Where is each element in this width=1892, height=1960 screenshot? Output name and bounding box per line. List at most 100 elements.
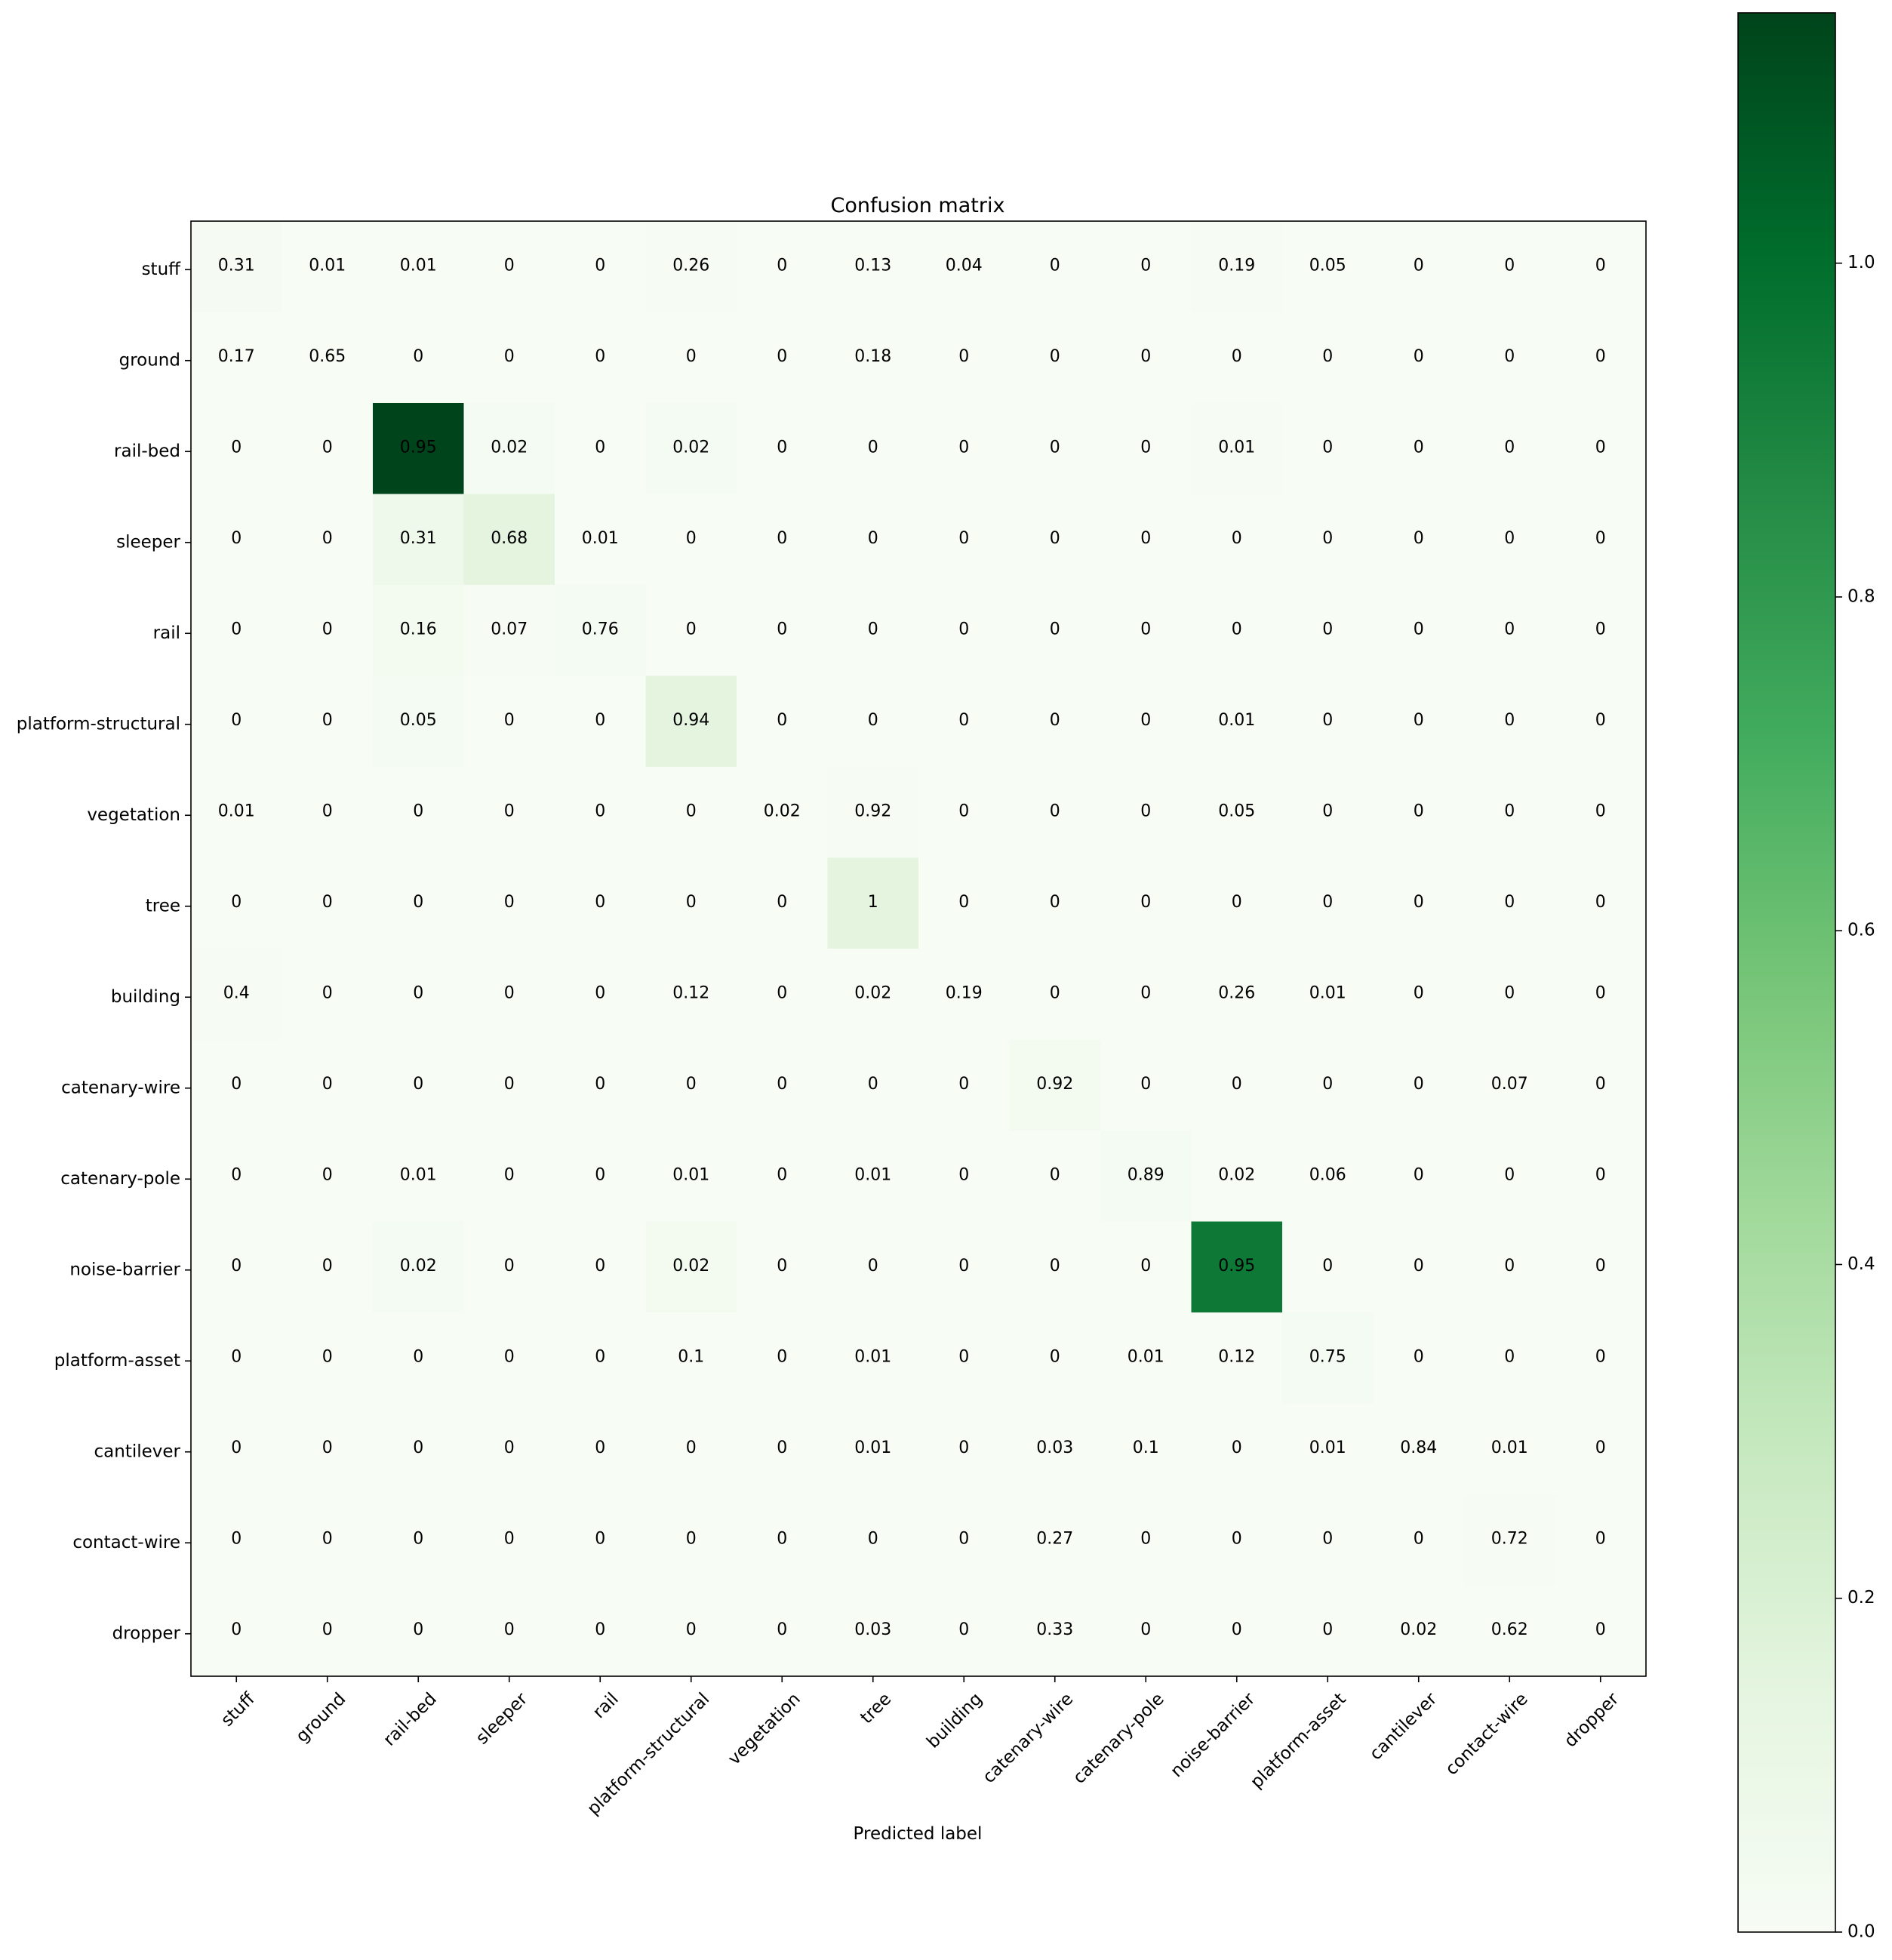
cell-value-label: 0 bbox=[958, 1257, 969, 1275]
heatmap-cell bbox=[1464, 1494, 1555, 1586]
y-tick-labels: stuff ground rail-bed sleeper rail platform-s… bbox=[17, 260, 191, 1643]
cell-value-label: 0 bbox=[1232, 1075, 1242, 1094]
cell-value-label: 0 bbox=[413, 1075, 423, 1094]
heatmap-cell bbox=[1282, 1221, 1374, 1313]
colorbar-tick-label: 0.4 bbox=[1847, 1254, 1875, 1274]
cell-value-label: 0.19 bbox=[1218, 256, 1255, 275]
cell-value-label: 0 bbox=[1504, 711, 1515, 730]
heatmap-cell bbox=[281, 767, 374, 858]
heatmap-cell bbox=[1009, 857, 1101, 949]
cell-value-label: 0 bbox=[504, 1165, 515, 1184]
heatmap-cell bbox=[827, 585, 919, 676]
heatmap-cell bbox=[1555, 949, 1647, 1040]
heatmap-cell bbox=[281, 1131, 374, 1222]
cell-value-label: 0 bbox=[1322, 620, 1333, 638]
cell-value-label: 0 bbox=[1595, 983, 1606, 1002]
cell-value-label: 0 bbox=[686, 1529, 697, 1548]
y-tick-label: dropper bbox=[112, 1623, 181, 1643]
heatmap-cell bbox=[463, 403, 555, 494]
y-tick-label: platform-asset bbox=[54, 1351, 180, 1371]
cell-value-label: 0.65 bbox=[309, 347, 346, 366]
cell-value-label: 0 bbox=[1504, 802, 1515, 820]
colorbar-tick-label: 0.0 bbox=[1847, 1922, 1875, 1942]
heatmap-cell bbox=[281, 312, 374, 404]
cell-value-label: 0 bbox=[1140, 1620, 1151, 1639]
heatmap-cell bbox=[645, 1131, 737, 1222]
cell-value-label: 0 bbox=[413, 1529, 423, 1548]
cell-value-label: 0 bbox=[1595, 1438, 1606, 1457]
heatmap-cell bbox=[645, 403, 737, 494]
heatmap-cell bbox=[737, 585, 828, 676]
cell-value-label: 0 bbox=[1595, 802, 1606, 820]
cell-value-label: 0 bbox=[686, 347, 697, 366]
cell-value-label: 0.01 bbox=[672, 1165, 709, 1184]
cell-value-label: 0 bbox=[504, 1257, 515, 1275]
cell-value-label: 0 bbox=[322, 711, 333, 730]
cell-value-label: 0 bbox=[1050, 256, 1060, 275]
heatmap-cell bbox=[191, 494, 282, 586]
cell-value-label: 0.12 bbox=[1218, 1347, 1255, 1366]
heatmap-cell bbox=[1373, 1131, 1465, 1222]
cell-value-label: 0 bbox=[1322, 893, 1333, 912]
heatmap-cell bbox=[1464, 1131, 1555, 1222]
heatmap-cell bbox=[281, 1039, 374, 1131]
heatmap-cell bbox=[281, 949, 374, 1040]
cell-value-label: 0 bbox=[1050, 438, 1060, 457]
cell-value-label: 0 bbox=[1050, 802, 1060, 820]
heatmap-cell bbox=[1191, 857, 1283, 949]
cell-value-label: 0.84 bbox=[1400, 1438, 1437, 1457]
heatmap-cell bbox=[1009, 312, 1101, 404]
cell-value-label: 0 bbox=[595, 1438, 605, 1457]
heatmap-cell bbox=[191, 1403, 282, 1495]
cell-value-label: 0.95 bbox=[1218, 1257, 1255, 1275]
cell-value-label: 0 bbox=[777, 620, 787, 638]
cell-value-label: 0 bbox=[1595, 1620, 1606, 1639]
cell-value-label: 0.02 bbox=[1218, 1165, 1255, 1184]
cell-value-label: 0 bbox=[1504, 1257, 1515, 1275]
y-tick-label: stuff bbox=[142, 260, 182, 279]
heatmap-cell bbox=[281, 857, 374, 949]
heatmap-cell bbox=[918, 585, 1010, 676]
cell-value-label: 0.31 bbox=[218, 256, 255, 275]
heatmap-cell bbox=[737, 403, 828, 494]
cell-value-label: 0 bbox=[1050, 983, 1060, 1002]
heatmap-cell bbox=[1282, 1585, 1374, 1677]
heatmap-cell bbox=[1282, 312, 1374, 404]
heatmap-cell bbox=[918, 949, 1010, 1040]
heatmap-cell bbox=[463, 1312, 555, 1404]
heatmap-cell bbox=[463, 494, 555, 586]
heatmap-cell bbox=[1191, 1585, 1283, 1677]
x-tick-label: catenary-wire bbox=[979, 1689, 1077, 1787]
cell-value-label: 0 bbox=[958, 1438, 969, 1457]
heatmap-cell bbox=[555, 312, 646, 404]
cell-value-label: 0 bbox=[958, 1529, 969, 1548]
heatmap-cell bbox=[1555, 1585, 1647, 1677]
cell-value-label: 0 bbox=[504, 802, 515, 820]
heatmap-cell bbox=[827, 857, 919, 949]
cell-value-label: 1 bbox=[868, 893, 878, 912]
cell-value-label: 0 bbox=[413, 1438, 423, 1457]
heatmap-cell bbox=[645, 675, 737, 768]
cell-value-label: 0 bbox=[686, 1438, 697, 1457]
heatmap-cell bbox=[1373, 1494, 1465, 1586]
heatmap-cell bbox=[555, 585, 646, 676]
heatmap-cell bbox=[645, 1221, 737, 1313]
heatmap-cell bbox=[1555, 312, 1647, 404]
y-tick-label: building bbox=[111, 987, 180, 1007]
heatmap-cell bbox=[191, 312, 282, 404]
heatmap-cell bbox=[737, 1131, 828, 1222]
heatmap-cell bbox=[1009, 1221, 1101, 1313]
heatmap-cell bbox=[827, 1221, 919, 1313]
heatmap-cell bbox=[737, 1494, 828, 1586]
heatmap-cell bbox=[1009, 494, 1101, 586]
heatmap-cell bbox=[281, 1494, 374, 1586]
cell-value-label: 0.01 bbox=[582, 529, 619, 548]
heatmap-cell bbox=[191, 1221, 282, 1313]
cell-value-label: 0 bbox=[322, 1347, 333, 1366]
heatmap-cell bbox=[1191, 585, 1283, 676]
heatmap-cell bbox=[463, 1494, 555, 1586]
heatmap-cell bbox=[1464, 675, 1555, 768]
cell-value-label: 0 bbox=[958, 802, 969, 820]
heatmap-cell bbox=[1191, 949, 1283, 1040]
